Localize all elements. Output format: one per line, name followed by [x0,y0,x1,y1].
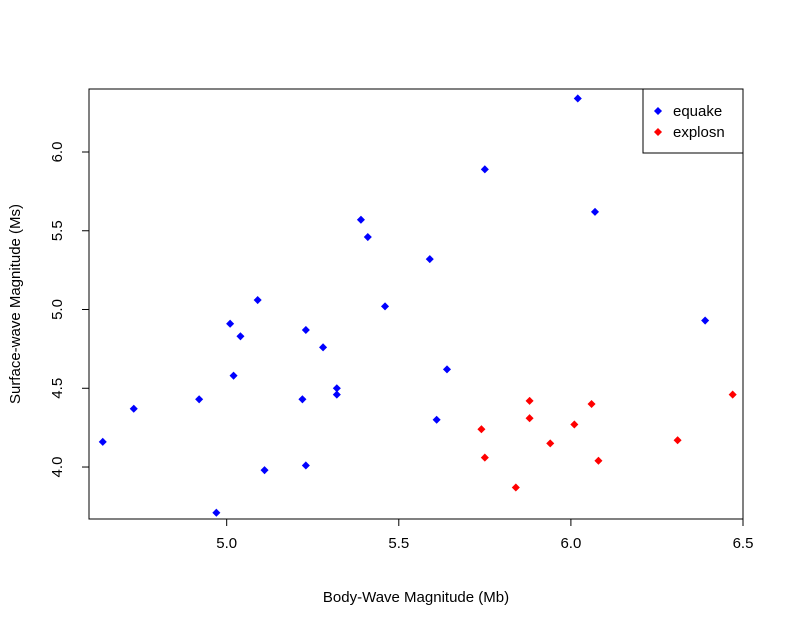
y-tick-label: 4.0 [49,457,66,478]
data-point-equake [253,296,262,305]
data-point-explosn [570,420,579,429]
x-tick-label: 6.0 [560,535,581,552]
data-point-explosn [525,414,534,423]
series-equake [98,94,710,517]
data-point-explosn [511,483,520,492]
data-point-explosn [594,456,603,465]
data-point-equake [356,215,365,224]
data-point-equake [573,94,582,103]
data-point-equake [298,395,307,404]
x-tick-label: 5.0 [216,535,237,552]
y-tick-label: 5.5 [49,220,66,241]
x-tick-label: 5.5 [388,535,409,552]
data-point-equake [432,415,441,424]
x-axis: 5.0 5.5 6.0 6.5 [216,518,754,552]
data-point-equake [226,319,235,328]
data-point-explosn [477,425,486,434]
y-tick-label: 6.0 [49,142,66,163]
x-axis-label: Body-Wave Magnitude (Mb) [323,589,509,606]
data-point-equake [260,466,269,475]
y-axis-label: Surface-wave Magnitude (Ms) [7,204,24,404]
y-axis: 4.0 4.5 5.0 5.5 6.0 [49,142,90,478]
data-point-equake [590,207,600,216]
data-point-equake [332,390,341,399]
data-point-equake [98,437,107,446]
legend-label-equake: equake [673,103,722,120]
data-point-explosn [546,439,555,448]
data-point-equake [229,371,238,380]
legend-marker-explosn [653,127,663,137]
data-point-equake [480,165,489,174]
legend-label-explosn: explosn [673,124,725,141]
legend-marker-equake [653,106,663,116]
data-point-equake [301,325,310,335]
legend-box [642,88,744,154]
data-point-equake [319,343,328,352]
x-tick-label: 6.5 [733,535,754,552]
data-point-equake [363,233,372,242]
data-point-explosn [673,436,682,445]
y-tick-label: 4.5 [49,378,66,399]
data-point-equake [212,508,221,517]
legend: equake explosn [642,88,744,154]
data-point-equake [425,255,434,264]
data-point-explosn [480,453,489,462]
data-point-equake [442,365,452,374]
data-point-explosn [525,396,534,405]
data-point-equake [301,461,310,470]
series-explosn [477,390,737,492]
y-tick-label: 5.0 [49,299,66,320]
data-point-equake [701,316,710,325]
data-point-equake [195,395,204,404]
data-point-equake [380,302,390,311]
data-points [98,94,737,517]
data-point-explosn [728,390,737,399]
data-point-equake [129,404,138,413]
data-point-equake [236,332,245,341]
data-point-explosn [587,399,596,409]
